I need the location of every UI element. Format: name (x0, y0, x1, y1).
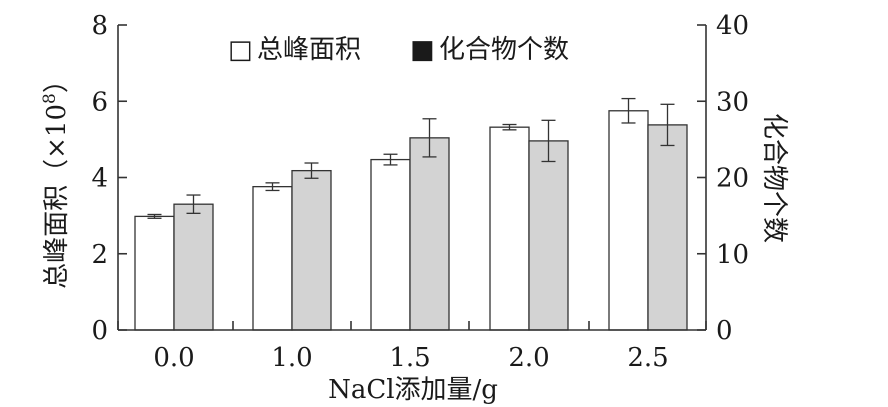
left-y-tick-labels: 0 2 4 6 8 (91, 11, 108, 346)
bar-total-peak-area-1.0 (252, 185, 293, 331)
legend-label-compound-count: 化合物个数 (439, 35, 569, 65)
left-y-tick-label-4: 4 (91, 164, 108, 194)
left-y-tick-label-0: 0 (91, 316, 108, 346)
bar-total-peak-area-0.0 (134, 215, 175, 331)
bar-compound-count-0.0 (173, 203, 214, 331)
right-y-axis-title: 化合物个数 (759, 113, 789, 243)
error-bars-layer (147, 97, 675, 219)
x-tick-label-1.0: 1.0 (271, 343, 312, 373)
left-y-tick-label-8: 8 (91, 11, 108, 41)
x-tick-label-2.5: 2.5 (627, 343, 668, 373)
right-y-tick-label-0: 0 (716, 316, 733, 346)
right-y-tick-label-30: 30 (716, 87, 749, 117)
x-axis-title: NaCl添加量/g (328, 375, 498, 405)
x-tick-label-0.0: 0.0 (153, 343, 194, 373)
legend-label-total-peak-area: 总峰面积 (257, 35, 361, 65)
axes-layer (117, 24, 707, 331)
left-y-axis-title: 总峰面积（×108） (40, 67, 72, 289)
bar-total-peak-area-2.0 (489, 126, 530, 331)
right-y-tick-label-20: 20 (716, 164, 749, 194)
bar-total-peak-area-2.5 (608, 110, 649, 331)
bar-compound-count-2.0 (528, 140, 569, 331)
bars-layer (134, 110, 688, 331)
x-tick-label-2.0: 2.0 (508, 343, 549, 373)
legend-mark-compound-count: ■ (410, 35, 435, 65)
bar-total-peak-area-1.5 (370, 158, 411, 331)
legend: □ 总峰面积 ■ 化合物个数 (228, 35, 569, 65)
right-y-tick-label-40: 40 (716, 11, 749, 41)
x-tick-labels: 0.0 1.0 1.5 2.0 2.5 (153, 343, 668, 373)
bar-compound-count-1.0 (291, 169, 332, 331)
legend-mark-total-peak-area: □ (228, 35, 253, 65)
left-y-tick-label-6: 6 (91, 87, 108, 117)
left-y-axis-title-main: 总峰面积（×10 (42, 104, 72, 289)
bar-compound-count-1.5 (409, 137, 450, 331)
right-y-tick-labels: 0 10 20 30 40 (716, 11, 749, 346)
left-y-axis-title-close: ） (42, 67, 72, 93)
left-y-axis-title-exponent: 8 (40, 93, 60, 104)
right-y-tick-label-10: 10 (716, 240, 749, 270)
bar-compound-count-2.5 (647, 124, 688, 331)
x-tick-label-1.5: 1.5 (389, 343, 430, 373)
left-y-tick-label-2: 2 (91, 240, 108, 270)
